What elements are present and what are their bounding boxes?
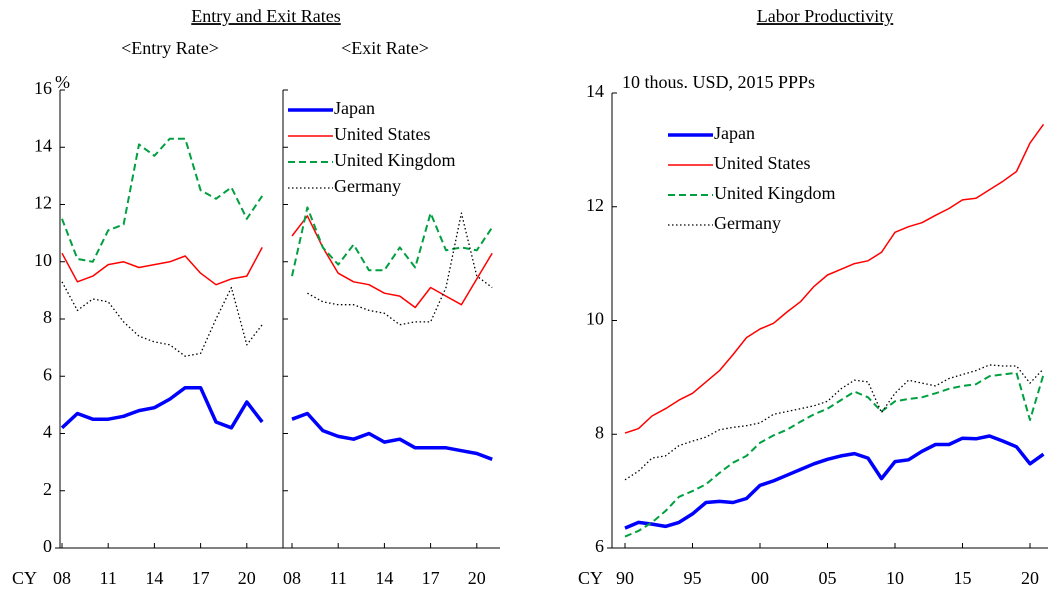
legend-label: Japan <box>714 123 755 143</box>
chart-title: <Exit Rate> <box>341 38 429 58</box>
series-line <box>60 385 264 430</box>
legend-label: Germany <box>714 213 781 233</box>
x-axis-label: CY <box>12 568 37 588</box>
y-tick-label: 8 <box>43 307 52 327</box>
y-tick-label: 4 <box>43 422 52 442</box>
series-line <box>291 215 493 309</box>
chart-title: Labor Productivity <box>757 6 893 26</box>
chart-title: <Entry Rate> <box>121 38 219 58</box>
legend-label: United States <box>334 124 431 144</box>
series-line <box>291 411 493 461</box>
legend-label: United States <box>714 153 811 173</box>
x-tick-label: 08 <box>53 568 71 588</box>
y-tick-label: 8 <box>595 422 604 442</box>
series-line <box>624 434 1045 530</box>
y-tick-label: 10 <box>586 309 604 329</box>
x-tick-label: 17 <box>422 568 440 588</box>
series-line <box>61 247 263 286</box>
series-line <box>291 206 494 277</box>
series-line <box>61 137 264 263</box>
x-tick-label: 11 <box>100 568 117 588</box>
y-tick-label: 6 <box>595 536 604 556</box>
y-tick-label: 14 <box>34 135 52 155</box>
x-tick-label: 11 <box>330 568 347 588</box>
x-tick-label: 00 <box>751 568 769 588</box>
x-tick-label: 90 <box>616 568 634 588</box>
heading: Entry and Exit Rates <box>191 6 340 26</box>
y-tick-label: 12 <box>34 193 52 213</box>
y-tick-label: 6 <box>43 364 52 384</box>
series-line <box>307 212 493 326</box>
legend-label: United Kingdom <box>334 150 456 170</box>
x-tick-label: 20 <box>468 568 486 588</box>
x-tick-label: 20 <box>238 568 256 588</box>
y-axis-label: 10 thous. USD, 2015 PPPs <box>622 72 815 92</box>
x-tick-label: 05 <box>819 568 837 588</box>
x-tick-label: 14 <box>375 568 393 588</box>
legend-label: Japan <box>334 98 375 118</box>
x-tick-label: 15 <box>954 568 972 588</box>
y-tick-label: 16 <box>34 78 52 98</box>
legend-label: Germany <box>334 176 401 196</box>
y-tick-label: 14 <box>586 81 604 101</box>
y-axis-label: % <box>55 72 70 92</box>
series-line <box>61 281 263 357</box>
y-tick-label: 10 <box>34 250 52 270</box>
y-tick-label: 0 <box>43 536 52 556</box>
x-tick-label: 95 <box>684 568 702 588</box>
x-tick-label: 08 <box>283 568 301 588</box>
series-line <box>624 123 1045 434</box>
y-tick-label: 12 <box>586 195 604 215</box>
x-tick-label: 10 <box>886 568 904 588</box>
x-tick-label: 17 <box>192 568 210 588</box>
y-tick-label: 2 <box>43 479 52 499</box>
x-axis-label: CY <box>578 568 603 588</box>
x-tick-label: 14 <box>145 568 163 588</box>
series-line <box>624 371 1045 538</box>
x-tick-label: 20 <box>1021 568 1039 588</box>
legend-label: United Kingdom <box>714 183 836 203</box>
